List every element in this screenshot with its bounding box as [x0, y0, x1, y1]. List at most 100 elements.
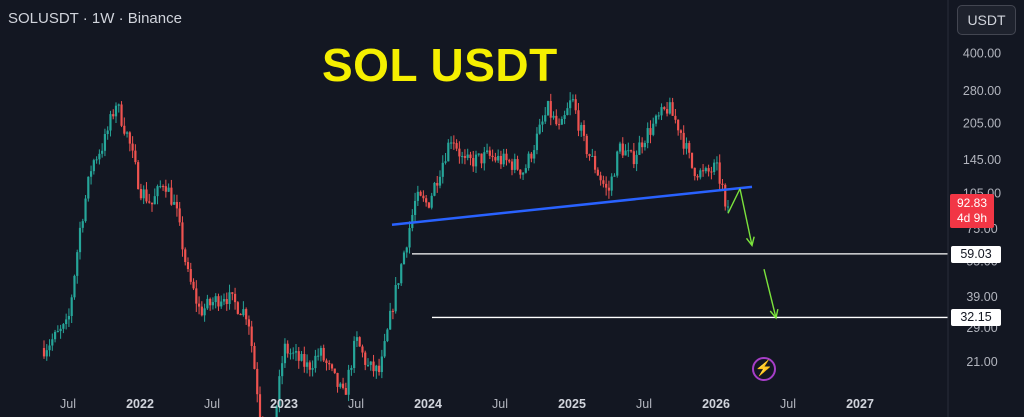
candle-body	[120, 104, 123, 126]
candle-body	[170, 187, 173, 205]
candle-body	[53, 331, 57, 340]
candle-body	[654, 115, 658, 124]
candle-body	[95, 159, 98, 161]
candle-body	[566, 108, 569, 116]
candle-body	[347, 369, 350, 395]
candle-body	[549, 101, 552, 118]
candle-body	[76, 252, 79, 276]
candle-body	[333, 368, 336, 373]
candle-body	[726, 206, 730, 208]
candle-body	[679, 130, 683, 133]
candle-body	[228, 292, 231, 305]
candle-body	[358, 337, 361, 347]
candle-body	[491, 155, 494, 158]
candle-body	[164, 186, 167, 192]
candle-body	[499, 155, 503, 165]
candle-body	[148, 201, 151, 203]
candle-body	[250, 326, 253, 346]
bar-countdown: 4d 9h	[956, 211, 988, 225]
candle-body	[336, 372, 339, 387]
candle-body	[430, 195, 433, 208]
candle-body	[690, 152, 694, 168]
candle-body	[364, 352, 367, 365]
annotation-title: SOL USDT	[322, 39, 558, 91]
candle-body	[256, 368, 259, 395]
candle-body	[483, 152, 486, 164]
candle-body	[436, 182, 439, 186]
lightning-icon[interactable]: ⚡	[752, 357, 776, 381]
candle-body	[217, 296, 220, 307]
candle-body	[505, 153, 508, 161]
candle-body	[488, 150, 491, 156]
candle-body	[289, 353, 292, 355]
candle-body	[192, 281, 195, 289]
candle-body	[513, 159, 516, 170]
price-tick-label: 205.00	[963, 117, 1001, 131]
symbol-info[interactable]: SOLUSDT · 1W · Binance	[8, 10, 182, 27]
candle-body	[405, 247, 408, 253]
candle-body	[209, 298, 212, 306]
candle-body	[220, 301, 223, 307]
candle-body	[328, 363, 331, 365]
candle-body	[444, 161, 447, 163]
candle-body	[480, 153, 483, 164]
candle-body	[607, 187, 611, 191]
last-price-tag: 92.83 4d 9h	[950, 194, 994, 228]
level-label-lower: 32.15	[951, 309, 1001, 326]
candle-body	[245, 309, 248, 320]
price-tick-label: 39.00	[966, 290, 997, 304]
candle-body	[466, 154, 469, 158]
time-tick-label: Jul	[492, 397, 508, 411]
candle-body	[627, 150, 630, 152]
candle-body	[114, 105, 118, 117]
candle-body	[624, 150, 627, 156]
candle-body	[195, 288, 198, 304]
candle-body	[339, 383, 342, 387]
candle-body	[344, 387, 347, 395]
candle-body	[159, 186, 162, 188]
time-tick-label: 2026	[702, 397, 730, 411]
candle-body	[646, 128, 649, 143]
candle-body	[203, 308, 206, 316]
currency-button[interactable]: USDT	[957, 5, 1016, 35]
candle-body	[721, 183, 724, 185]
candle-body	[283, 343, 287, 364]
candle-body	[508, 160, 511, 162]
price-tick-label: 21.00	[966, 355, 997, 369]
time-tick-label: Jul	[636, 397, 652, 411]
candle-body	[602, 180, 605, 184]
candle-body	[56, 331, 59, 333]
projection-drop-2-head	[769, 308, 779, 320]
candle-body	[580, 124, 583, 131]
candle-body	[278, 376, 281, 406]
time-axis[interactable]: Jul 2022 Jul 2023 Jul 2024 Jul 2025 Jul 2026 Jul 20…	[60, 397, 874, 411]
candle-body	[103, 134, 107, 151]
candle-body	[375, 365, 378, 372]
candle-body	[668, 102, 671, 114]
time-tick-label: 2025	[558, 397, 586, 411]
candle-body	[200, 306, 203, 316]
candle-body	[319, 347, 323, 356]
candle-body	[425, 198, 428, 203]
candle-body	[181, 222, 184, 250]
candle-body	[286, 343, 289, 354]
candle-body	[139, 189, 143, 199]
candle-body	[48, 345, 51, 351]
candle-body	[641, 142, 644, 148]
candle-body	[275, 405, 278, 417]
candle-body	[112, 114, 115, 117]
candle-body	[314, 355, 317, 369]
candle-body	[167, 187, 170, 192]
candle-body	[330, 364, 334, 369]
candle-body	[173, 201, 176, 205]
price-tick-label: 280.00	[963, 84, 1001, 98]
candle-body	[62, 324, 65, 329]
candle-body	[101, 150, 104, 154]
candle-body	[560, 118, 563, 125]
candle-body	[402, 252, 406, 265]
candle-body	[281, 363, 284, 377]
candle-body	[605, 183, 608, 188]
candle-body	[433, 182, 436, 196]
candle-body	[305, 362, 309, 367]
